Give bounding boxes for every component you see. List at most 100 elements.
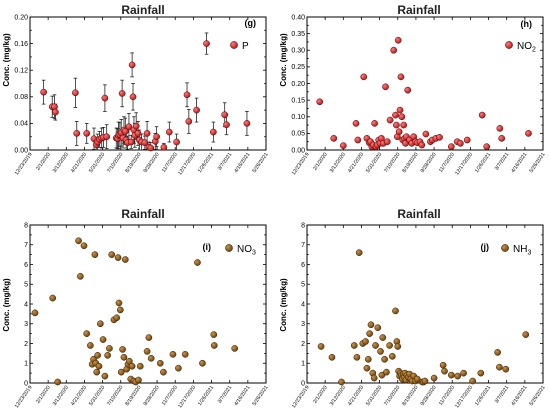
data-point	[390, 46, 398, 54]
x-tick-label: 3/7/2021	[217, 152, 234, 172]
data-point	[350, 342, 358, 349]
x-tick-label: 3/12/2020	[52, 152, 70, 174]
data-point	[496, 125, 504, 132]
chart-title: Rainfall	[121, 3, 164, 17]
y-tick-label: 0.12	[14, 68, 28, 75]
data-point	[118, 90, 126, 97]
legend-main: NO	[517, 41, 532, 52]
y-tick-label: 0.20	[291, 81, 305, 88]
x-tick-label: 4/21/2020	[70, 385, 88, 407]
y-tick-label: 1	[24, 361, 28, 368]
data-point	[128, 362, 136, 370]
panel-letter: (g)	[245, 18, 257, 28]
data-point	[400, 121, 408, 129]
data-point	[52, 108, 59, 116]
y-tick-label: 3	[24, 321, 28, 328]
data-point	[525, 130, 532, 137]
data-point	[469, 377, 477, 385]
data-point	[363, 364, 371, 372]
data-point	[395, 128, 403, 136]
x-tick-label: 11/7/2020	[161, 385, 179, 407]
data-point	[54, 378, 62, 386]
data-point	[77, 273, 84, 280]
data-point	[354, 136, 362, 144]
data-point	[367, 321, 375, 329]
x-tick-label: 4/16/2021	[233, 385, 251, 407]
y-tick-label: 0.15	[291, 97, 305, 104]
data-point	[181, 351, 189, 358]
data-point	[203, 40, 210, 47]
data-point	[40, 88, 47, 96]
x-tick-label: 8/19/2020	[401, 385, 419, 407]
x-tick-label: 1/26/2021	[474, 152, 492, 174]
x-tick-label: 12/23/2019	[14, 152, 34, 177]
x-tick-label: 3/7/2021	[494, 152, 511, 172]
data-point	[366, 330, 373, 337]
data-point	[522, 331, 530, 338]
y-tick-label: 0.08	[14, 94, 28, 101]
data-point	[418, 141, 426, 149]
x-tick-label: 4/16/2021	[510, 385, 528, 407]
legend-sub: 3	[527, 250, 531, 257]
data-point	[394, 343, 402, 350]
x-tick-label: 12/17/2020	[454, 152, 474, 177]
data-point	[457, 140, 464, 147]
data-point	[223, 121, 230, 129]
data-point	[175, 364, 182, 372]
chart-panel-j: Rainfall Conc. (mg/kg) (j) NH3 012345678…	[279, 207, 547, 409]
y-tick-label: 5	[24, 282, 28, 289]
data-point	[185, 118, 193, 125]
x-tick-label: 9/28/2020	[143, 385, 161, 407]
x-tick-label: 4/16/2021	[233, 152, 251, 174]
x-tick-label: 9/28/2020	[420, 152, 438, 174]
data-point	[210, 331, 218, 338]
legend-label: NH3	[513, 244, 531, 257]
x-tick-label: 12/23/2019	[14, 385, 34, 410]
x-tick-label: 3/12/2020	[52, 385, 70, 407]
data-point	[231, 345, 239, 352]
data-point	[392, 307, 399, 315]
data-point	[116, 306, 124, 314]
chart-panel-h: Rainfall Conc. (mg/kg) (h) NO2 0.00 0.05 0…	[279, 3, 547, 176]
y-tick-label: 5	[301, 282, 305, 289]
data-point	[328, 353, 336, 361]
data-point	[339, 142, 347, 150]
data-point	[502, 365, 510, 373]
data-point	[119, 346, 126, 353]
data-point	[447, 143, 455, 151]
y-tick-label: 0.25	[291, 64, 305, 71]
y-tick-label: 8	[301, 222, 305, 229]
data-point	[383, 138, 391, 146]
data-point	[398, 113, 406, 121]
y-tick-label: 0.40	[291, 14, 305, 21]
data-point	[210, 342, 218, 349]
data-point	[364, 355, 372, 363]
data-point	[125, 123, 133, 131]
data-point	[352, 120, 360, 127]
data-point	[404, 86, 412, 94]
data-point	[441, 367, 448, 375]
x-tick-label: 11/7/2020	[161, 152, 179, 174]
y-axis-label: Conc. (mg/kg)	[279, 278, 288, 332]
legend-label: NO3	[237, 244, 256, 257]
x-tick-label: 1/26/2021	[197, 385, 215, 407]
x-tick-label: 2/1/2020	[35, 385, 52, 405]
data-point	[392, 111, 399, 119]
x-tick-label: 7/10/2020	[106, 385, 124, 407]
legend-label: NO2	[517, 41, 536, 54]
data-point	[396, 106, 404, 114]
data-point	[439, 361, 447, 369]
data-point	[121, 128, 129, 135]
plot-frame	[306, 16, 544, 151]
y-tick-label: 2	[301, 341, 305, 348]
data-point	[377, 348, 384, 355]
y-tick-label: 0.00	[14, 147, 28, 154]
y-tick-label: 0.35	[291, 31, 305, 38]
data-point	[193, 106, 200, 114]
y-tick-label: 0	[301, 380, 305, 387]
data-point	[143, 130, 151, 137]
x-tick-label: 12/17/2020	[454, 385, 474, 410]
data-point	[413, 375, 421, 383]
data-point	[394, 36, 402, 44]
data-point	[83, 130, 91, 137]
